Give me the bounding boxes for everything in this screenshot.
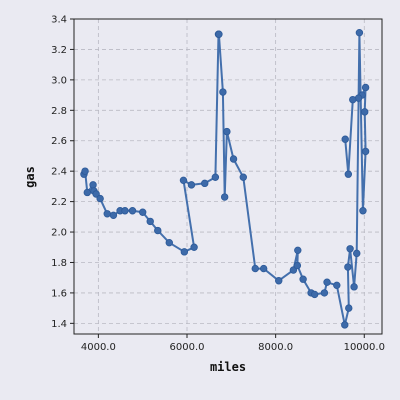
- data-point: [121, 207, 129, 215]
- data-point: [190, 243, 198, 251]
- data-point: [289, 266, 298, 274]
- data-point: [223, 127, 231, 136]
- data-point: [350, 283, 358, 291]
- data-point: [320, 289, 329, 297]
- axis-ticks: 4000.0 6000.0 8000.0 10000.0 1.4 1.6 1.8 2.0 2.2…: [51, 15, 385, 354]
- data-point: [361, 108, 369, 116]
- data-point: [154, 226, 162, 235]
- data-point: [180, 248, 189, 256]
- data-point: [251, 264, 259, 273]
- data-point: [138, 208, 147, 216]
- data-point: [361, 147, 370, 156]
- data-point: [215, 30, 223, 38]
- data-point: [92, 190, 100, 198]
- data-point: [103, 210, 111, 218]
- data-point: [211, 173, 220, 181]
- x-tick-label: 10000.0: [344, 342, 385, 353]
- y-tick-label: 3.0: [51, 75, 67, 86]
- data-point: [239, 173, 247, 181]
- y-tick-label: 1.8: [51, 258, 67, 269]
- data-point: [346, 245, 354, 253]
- data-point: [344, 263, 352, 271]
- data-point: [83, 188, 91, 197]
- data-point: [349, 95, 357, 104]
- data-point: [165, 238, 173, 247]
- data-point: [259, 264, 268, 273]
- data-point: [89, 181, 97, 189]
- data-point: [229, 155, 238, 163]
- y-tick-label: 2.4: [51, 167, 67, 178]
- data-point: [341, 321, 349, 329]
- data-point: [353, 249, 361, 258]
- data-point: [293, 261, 302, 270]
- y-tick-label: 1.6: [51, 288, 67, 299]
- grid: [74, 18, 382, 334]
- data-point: [359, 207, 367, 215]
- data-point: [81, 167, 89, 175]
- x-tick-label: 6000.0: [170, 342, 205, 353]
- series: [80, 28, 370, 329]
- y-tick-label: 2.6: [51, 136, 67, 147]
- data-point: [128, 207, 137, 215]
- data-point: [109, 211, 118, 220]
- y-tick-label: 3.4: [51, 15, 67, 26]
- data-point: [341, 135, 349, 143]
- data-point: [323, 278, 331, 286]
- data-point: [219, 88, 227, 96]
- data-point: [361, 83, 370, 92]
- data-point: [294, 246, 302, 255]
- data-point: [146, 217, 154, 226]
- x-axis-label: miles: [210, 360, 246, 374]
- y-tick-label: 2.8: [51, 106, 67, 117]
- data-point: [275, 277, 283, 285]
- data-point: [96, 194, 104, 203]
- data-point: [344, 170, 353, 178]
- y-tick-label: 2.0: [51, 228, 67, 239]
- data-point: [299, 275, 307, 283]
- x-tick-label: 4000.0: [81, 342, 116, 353]
- x-tick-label: 8000.0: [258, 342, 293, 353]
- data-point: [187, 181, 196, 189]
- y-tick-label: 1.4: [51, 319, 67, 330]
- data-point: [333, 281, 341, 290]
- data-point: [345, 304, 353, 312]
- data-point: [179, 176, 188, 185]
- data-point: [220, 193, 229, 201]
- y-tick-label: 3.2: [51, 45, 67, 56]
- data-point: [355, 28, 364, 37]
- data-point: [201, 179, 209, 188]
- y-tick-label: 2.2: [51, 197, 67, 208]
- plot-frame: [73, 18, 383, 335]
- data-point: [310, 290, 319, 299]
- y-axis-label: gas: [23, 166, 37, 188]
